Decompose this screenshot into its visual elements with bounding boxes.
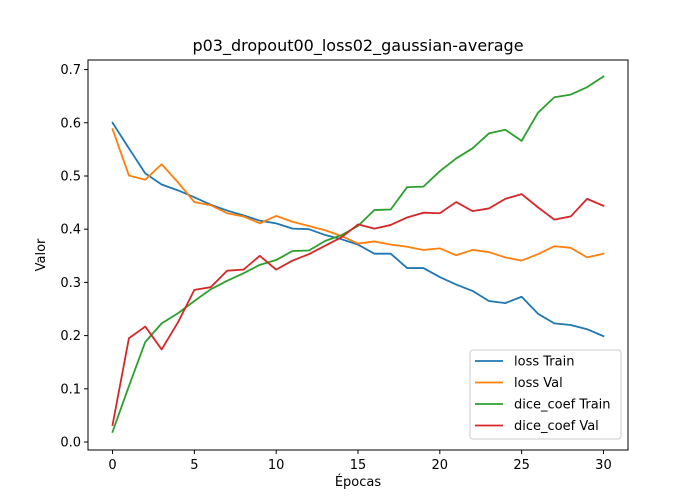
series-line-loss-train — [111, 121, 605, 338]
y-tick-label: 0.5 — [60, 169, 81, 184]
y-tick-label: 0.7 — [60, 63, 81, 78]
series-line-dice-coef-val — [111, 193, 605, 427]
y-axis-label: Valor — [34, 238, 49, 271]
x-tick-label: 0 — [108, 458, 116, 473]
legend-box — [469, 349, 622, 440]
y-tick-label: 0.1 — [60, 382, 81, 397]
series-line-loss-val — [111, 128, 605, 262]
chart-title: p03_dropout00_loss02_gaussian-average — [192, 36, 523, 56]
legend-label-dice-coef-val: dice_coef Val — [514, 419, 599, 434]
y-tick-label: 0.6 — [60, 116, 81, 131]
y-tick-label: 0.2 — [60, 329, 81, 344]
legend-label-loss-train: loss Train — [514, 355, 574, 370]
x-tick-label: 5 — [190, 458, 198, 473]
series-line-dice-coef-train — [111, 75, 605, 434]
legend-label-dice-coef-train: dice_coef Train — [514, 398, 611, 413]
y-tick-label: 0.3 — [60, 276, 81, 291]
x-axis: 0 5 10 15 20 25 30 — [108, 450, 612, 473]
x-tick-label: 20 — [432, 458, 449, 473]
plot-area: 0 5 10 15 20 25 30 0.0 0.1 0.2 0.3 0.4 0.5 0.6 0.7 — [60, 59, 629, 473]
y-tick-label: 0.0 — [60, 436, 81, 451]
legend-label-loss-val: loss Val — [514, 376, 563, 391]
x-axis-label: Épocas — [335, 474, 382, 490]
x-tick-label: 10 — [268, 458, 285, 473]
legend: loss Train loss Val dice_coef Train dice_co… — [469, 349, 622, 440]
y-axis: 0.0 0.1 0.2 0.3 0.4 0.5 0.6 0.7 — [60, 63, 88, 451]
y-tick-label: 0.4 — [60, 223, 81, 238]
series-layer — [111, 75, 605, 434]
x-tick-label: 15 — [350, 458, 367, 473]
x-tick-label: 25 — [513, 458, 530, 473]
x-tick-label: 30 — [595, 458, 612, 473]
